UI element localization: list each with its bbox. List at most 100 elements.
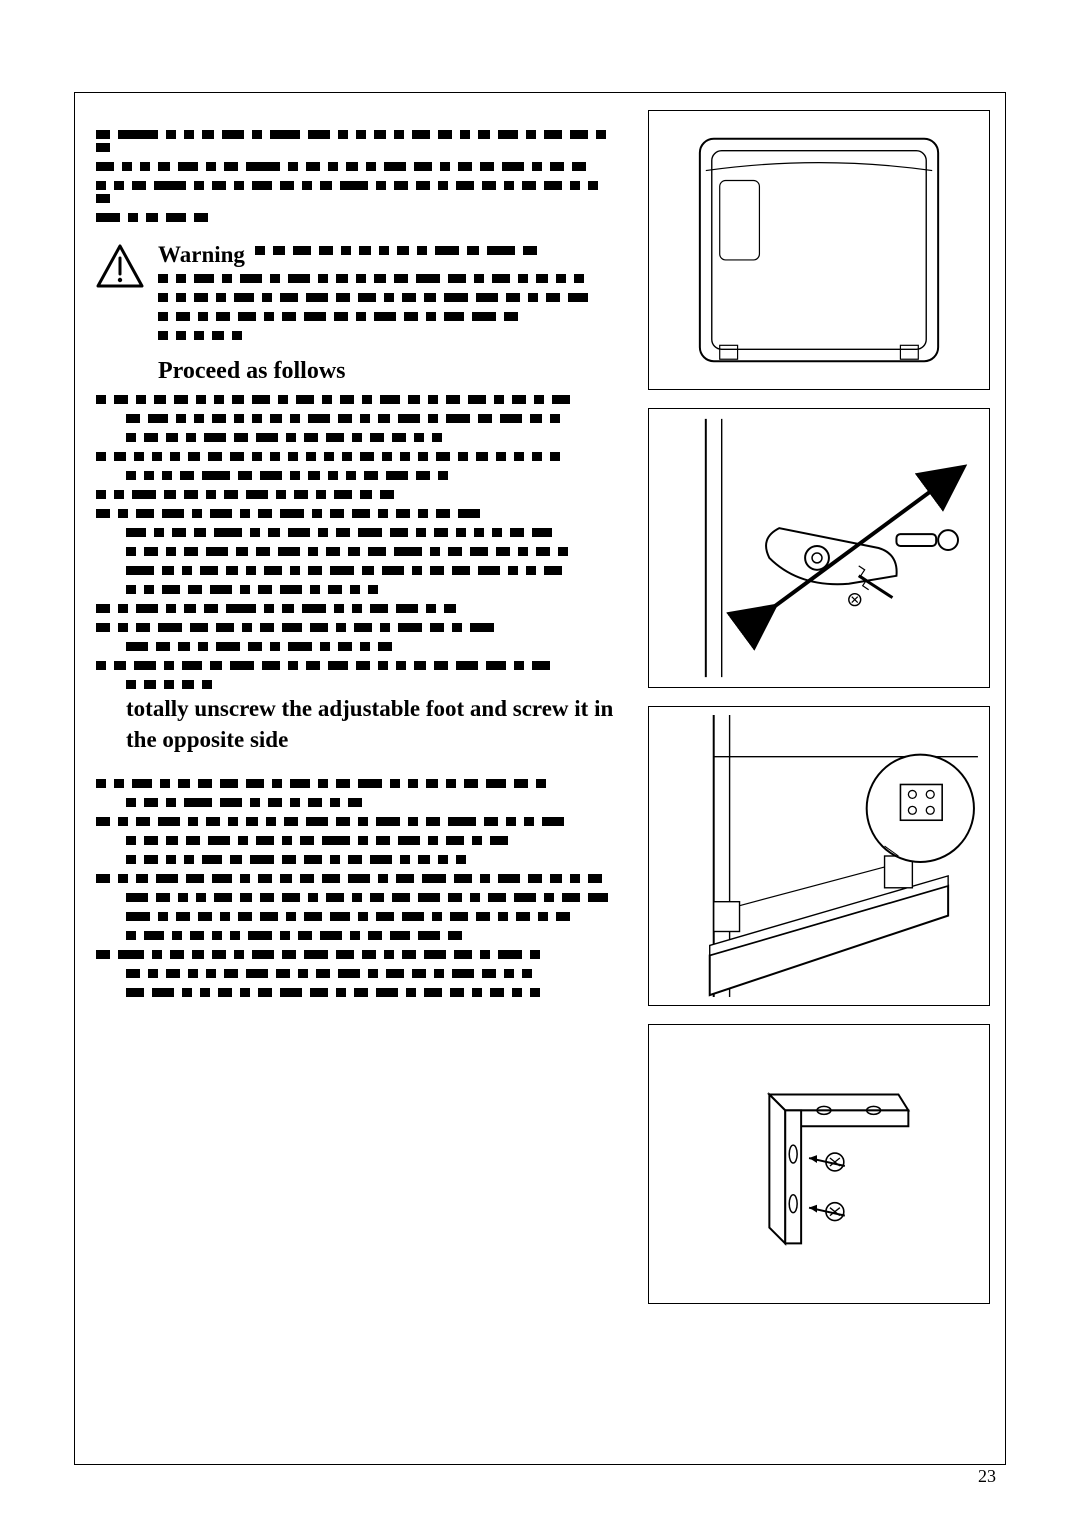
redacted-bar (374, 312, 396, 321)
redacted-bar (252, 452, 262, 461)
redacted-bar (96, 490, 106, 499)
redacted-bar (226, 604, 256, 613)
redacted-bar (304, 312, 326, 321)
figure-bracket-detail (648, 706, 990, 1006)
redacted-bar (206, 817, 220, 826)
redacted-bar (114, 452, 126, 461)
redacted-bar (144, 836, 158, 845)
redacted-line (96, 181, 622, 207)
redacted-bar (190, 623, 208, 632)
redacted-bar (126, 893, 148, 902)
redacted-bar (552, 395, 570, 404)
redacted-bar (136, 395, 146, 404)
redacted-bar (320, 181, 332, 190)
redacted-bar (330, 509, 344, 518)
redacted-bar (378, 509, 388, 518)
redacted-bar (96, 194, 110, 203)
redacted-bar (166, 798, 176, 807)
redacted-bar (240, 893, 252, 902)
redacted-bar (280, 874, 292, 883)
redacted-bar (220, 912, 230, 921)
redacted-bar (532, 452, 542, 461)
redacted-bar (182, 680, 194, 689)
step (96, 874, 622, 944)
redacted-bar (328, 585, 342, 594)
redacted-bar (218, 988, 232, 997)
redacted-bar (514, 661, 524, 670)
redacted-bar (470, 547, 488, 556)
redacted-bar (272, 779, 282, 788)
step: totally unscrew the adjustable foot and … (96, 661, 622, 773)
redacted-bar (498, 874, 520, 883)
redacted-bar (258, 585, 272, 594)
redacted-bar (418, 931, 440, 940)
redacted-bar (276, 969, 290, 978)
redacted-bar (376, 817, 400, 826)
redacted-bar (302, 181, 312, 190)
redacted-bar (252, 130, 262, 139)
redacted-bar (208, 836, 230, 845)
redacted-bar (136, 604, 158, 613)
redacted-bar (126, 528, 146, 537)
redacted-bar (446, 779, 456, 788)
redacted-bar (152, 452, 162, 461)
redacted-line (158, 331, 622, 344)
redacted-bar (346, 471, 356, 480)
redacted-bar (224, 969, 238, 978)
redacted-bar (310, 585, 320, 594)
redacted-bar (230, 452, 244, 461)
redacted-bar (448, 931, 462, 940)
redacted-bar (280, 509, 304, 518)
redacted-bar (360, 414, 370, 423)
redacted-bar (418, 893, 440, 902)
redacted-bar (498, 950, 522, 959)
redacted-bar (126, 798, 136, 807)
redacted-bar (402, 950, 416, 959)
redacted-bar (96, 143, 110, 152)
redacted-bar (398, 414, 420, 423)
redacted-bar (293, 246, 311, 255)
redacted-bar (216, 623, 234, 632)
redacted-bar (290, 414, 300, 423)
redacted-bar (416, 471, 430, 480)
redacted-bar (536, 274, 548, 283)
redacted-bar (518, 547, 528, 556)
redacted-bar (550, 414, 560, 423)
redacted-bar (322, 395, 332, 404)
redacted-bar (174, 395, 188, 404)
redacted-bar (396, 874, 414, 883)
redacted-bar (374, 130, 386, 139)
redacted-bar (452, 623, 462, 632)
redacted-bar (340, 181, 368, 190)
redacted-bar (308, 471, 320, 480)
redacted-bar (188, 817, 198, 826)
redacted-bar (196, 395, 206, 404)
redacted-bar (152, 988, 174, 997)
redacted-bar (376, 181, 386, 190)
redacted-bar (126, 642, 148, 651)
redacted-bar (342, 452, 352, 461)
redacted-bar (436, 509, 450, 518)
redacted-bar (96, 623, 110, 632)
redacted-bar (322, 836, 350, 845)
redacted-bar (376, 988, 398, 997)
redacted-line (126, 931, 622, 944)
redacted-bar (544, 181, 562, 190)
redacted-bar (158, 293, 168, 302)
redacted-bar (308, 566, 322, 575)
redacted-bar (300, 874, 314, 883)
redacted-bar (250, 798, 260, 807)
redacted-line (96, 623, 622, 636)
redacted-bar (334, 312, 348, 321)
redacted-bar (96, 395, 106, 404)
redacted-bar (478, 130, 490, 139)
redacted-bar (526, 130, 536, 139)
redacted-bar (516, 912, 530, 921)
redacted-line (96, 817, 622, 830)
redacted-bar (184, 604, 196, 613)
redacted-bar (126, 585, 136, 594)
redacted-bar (358, 836, 368, 845)
redacted-bar (320, 931, 342, 940)
redacted-bar (378, 874, 388, 883)
redacted-bar (366, 162, 376, 171)
